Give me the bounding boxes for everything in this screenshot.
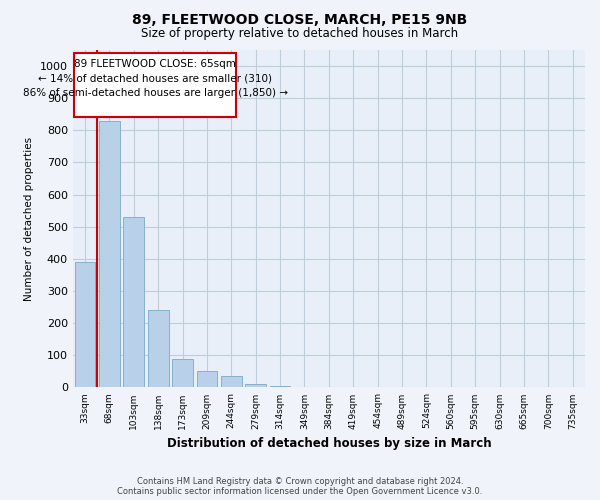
Bar: [197, 372, 217, 388]
Bar: [124, 217, 144, 388]
Text: 89, FLEETWOOD CLOSE, MARCH, PE15 9NB: 89, FLEETWOOD CLOSE, MARCH, PE15 9NB: [133, 12, 467, 26]
Text: Contains HM Land Registry data © Crown copyright and database right 2024.: Contains HM Land Registry data © Crown c…: [137, 477, 463, 486]
Bar: [270, 386, 290, 388]
X-axis label: Distribution of detached houses by size in March: Distribution of detached houses by size …: [167, 437, 491, 450]
Bar: [245, 384, 266, 388]
Bar: [294, 387, 315, 388]
Bar: [221, 376, 242, 388]
Bar: [148, 310, 169, 388]
Text: 86% of semi-detached houses are larger (1,850) →: 86% of semi-detached houses are larger (…: [23, 88, 287, 99]
Text: Size of property relative to detached houses in March: Size of property relative to detached ho…: [142, 28, 458, 40]
Bar: [99, 120, 120, 388]
Y-axis label: Number of detached properties: Number of detached properties: [25, 136, 34, 301]
Bar: [74, 53, 236, 118]
Bar: [74, 262, 95, 388]
Text: Contains public sector information licensed under the Open Government Licence v3: Contains public sector information licen…: [118, 487, 482, 496]
Text: ← 14% of detached houses are smaller (310): ← 14% of detached houses are smaller (31…: [38, 74, 272, 84]
Bar: [172, 358, 193, 388]
Text: 89 FLEETWOOD CLOSE: 65sqm: 89 FLEETWOOD CLOSE: 65sqm: [74, 60, 236, 70]
